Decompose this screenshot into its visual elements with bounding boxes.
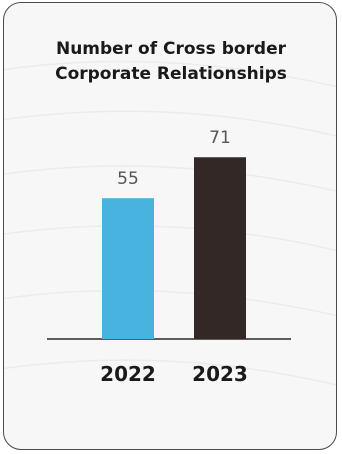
value-label-2023: 71	[209, 128, 231, 148]
category-label-2022: 2022	[100, 362, 156, 386]
chart-title-line-1: Number of Cross border	[55, 39, 287, 59]
bar-2022	[102, 198, 154, 339]
chart-title: Number of Cross border Corporate Relatio…	[4, 37, 336, 87]
value-label-2022: 55	[117, 169, 139, 189]
card-background-waves	[4, 60, 336, 386]
chart-title-line-2: Corporate Relationships	[55, 64, 287, 84]
bar-2023	[194, 157, 246, 339]
chart-card: Number of Cross border Corporate Relatio…	[3, 2, 337, 450]
category-label-2023: 2023	[192, 362, 248, 386]
